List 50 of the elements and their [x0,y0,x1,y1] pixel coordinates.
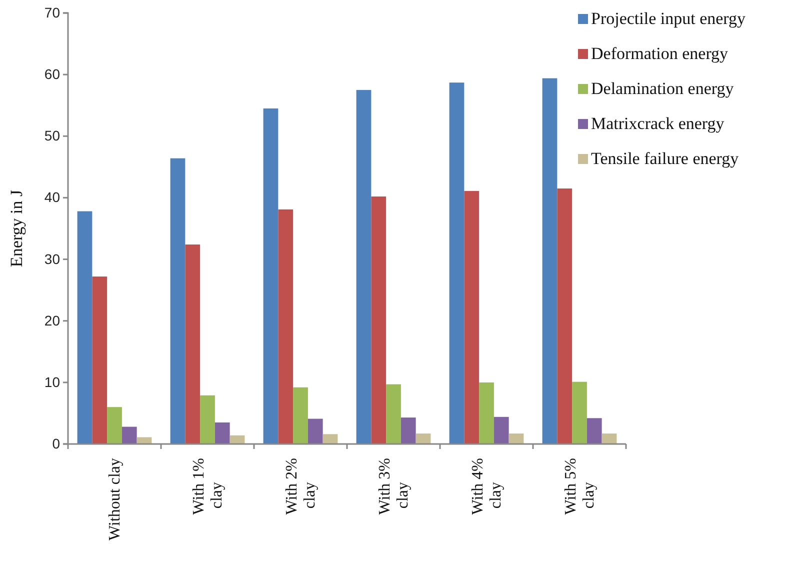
bar [479,382,494,444]
legend-label: Tensile failure energy [591,149,740,168]
y-tick-label: 40 [44,189,60,206]
y-tick-label: 0 [52,435,60,452]
bar [602,434,617,444]
bar [263,108,278,444]
bar [122,426,137,444]
y-tick-label: 20 [44,312,60,328]
bar [185,244,200,444]
bar [214,422,230,444]
bar [136,437,152,444]
bar [356,90,372,444]
bar [400,418,416,444]
x-tick-label: With 5% clay [562,458,598,515]
x-tick-label: With 3% clay [376,458,412,515]
x-tick-label: With 2% clay [284,458,318,515]
y-tick-label: 30 [44,250,60,267]
bar [508,434,524,444]
y-tick-label: 60 [44,66,60,82]
bar [416,434,431,444]
bar [230,435,245,444]
bar [107,407,122,444]
x-tick-label: With 4% clay [470,458,504,515]
legend-label: Deformation energy [591,44,729,63]
bar [386,384,401,444]
bar [293,387,308,444]
x-tick-label: With 1% clay [190,458,226,515]
y-tick-label: 70 [44,4,60,20]
bar [200,395,215,444]
y-tick-label: 10 [44,374,60,390]
bar [557,188,572,444]
bar [464,190,480,444]
legend-label: Matrixcrack energy [591,114,725,133]
bar [322,434,338,444]
bar [449,82,464,444]
bar [542,78,558,444]
bar [494,416,509,444]
bar [170,158,186,444]
bar [77,211,92,444]
bar [308,418,323,444]
bar [572,382,587,444]
legend-label: Delamination energy [591,79,734,98]
bar [92,276,108,444]
bar [586,418,602,444]
bar [278,209,294,444]
x-tick-label: Without clay [106,458,124,540]
y-tick-label: 50 [44,128,60,144]
y-axis-title: Energy in J [7,190,26,268]
bar [371,196,386,444]
legend-label: Projectile input energy [591,9,746,28]
